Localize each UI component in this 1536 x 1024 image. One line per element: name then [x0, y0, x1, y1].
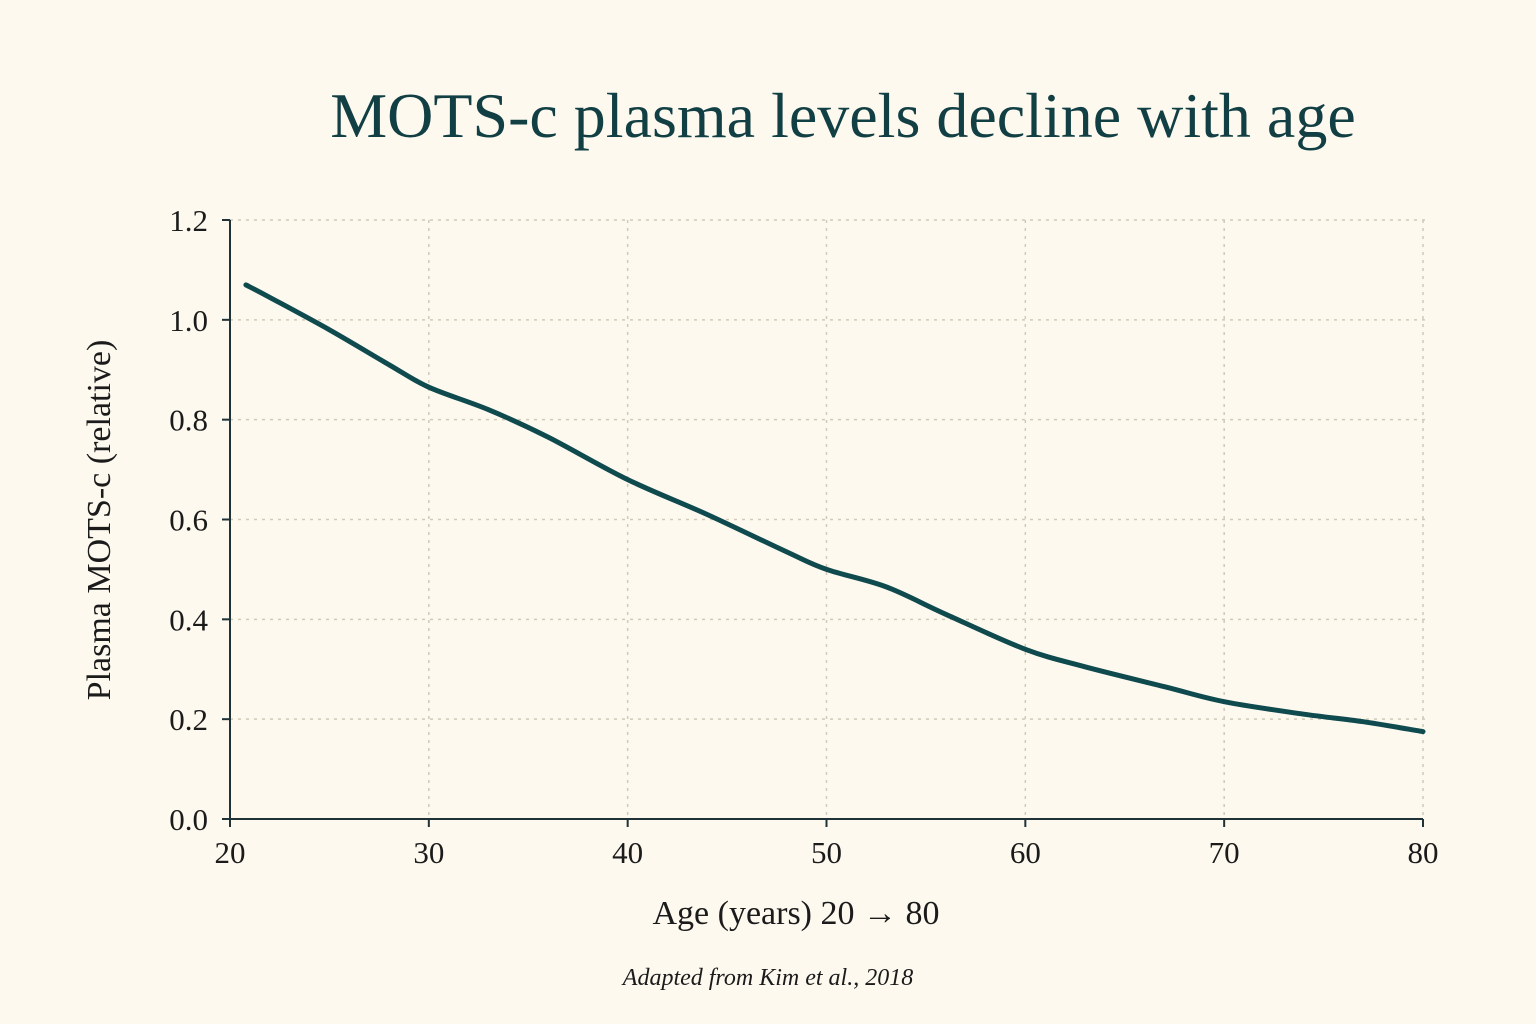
x-tick-label: 30: [413, 835, 444, 870]
x-tick-label: 40: [612, 835, 643, 870]
y-tick-label: 0.0: [169, 802, 208, 837]
y-tick-label: 0.4: [169, 602, 208, 637]
grid: [230, 219, 1429, 819]
y-tick-label: 1.2: [169, 203, 208, 238]
x-axis-label: Age (years) 20 → 80: [652, 895, 939, 932]
y-tick-label: 1.0: [169, 303, 208, 338]
x-tick-label: 20: [215, 835, 246, 870]
x-tick-label: 80: [1408, 835, 1439, 870]
series: [243, 282, 1426, 735]
x-tick-label: 70: [1209, 835, 1240, 870]
y-axis-label: Plasma MOTS-c (relative): [81, 340, 118, 701]
series-line: [243, 282, 1426, 735]
x-tick-label: 60: [1010, 835, 1041, 870]
x-tick-label: 50: [811, 835, 842, 870]
ticks: 0.0 0.2 0.4 0.6 0.8 1.0 1.2 20 30 40 50 60 70 80: [169, 203, 1438, 870]
source-note: Adapted from Kim et al., 2018: [621, 965, 913, 991]
y-tick-label: 0.6: [169, 503, 208, 538]
y-tick-label: 0.8: [169, 403, 208, 438]
y-tick-label: 0.2: [169, 702, 208, 737]
chart-title: MOTS-c plasma levels decline with age: [330, 80, 1355, 151]
